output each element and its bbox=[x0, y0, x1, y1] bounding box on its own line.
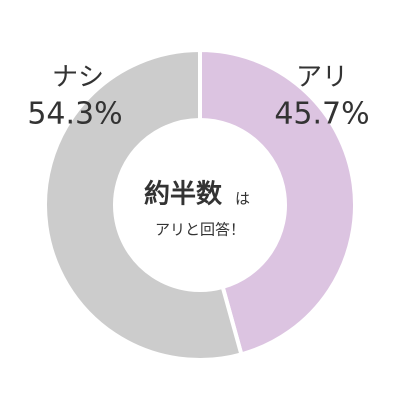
value-label: 45.7% bbox=[274, 97, 369, 132]
center-suffix: は bbox=[235, 190, 250, 208]
donut-segment bbox=[198, 47, 357, 357]
segment-label: ナシ bbox=[52, 63, 104, 93]
center-text: アリと回答！ bbox=[155, 221, 245, 239]
value-label: 54.3% bbox=[27, 97, 122, 132]
segment-label: アリ bbox=[296, 63, 348, 93]
donut-segment bbox=[43, 47, 244, 362]
center-highlight: 約半数 bbox=[144, 179, 223, 210]
